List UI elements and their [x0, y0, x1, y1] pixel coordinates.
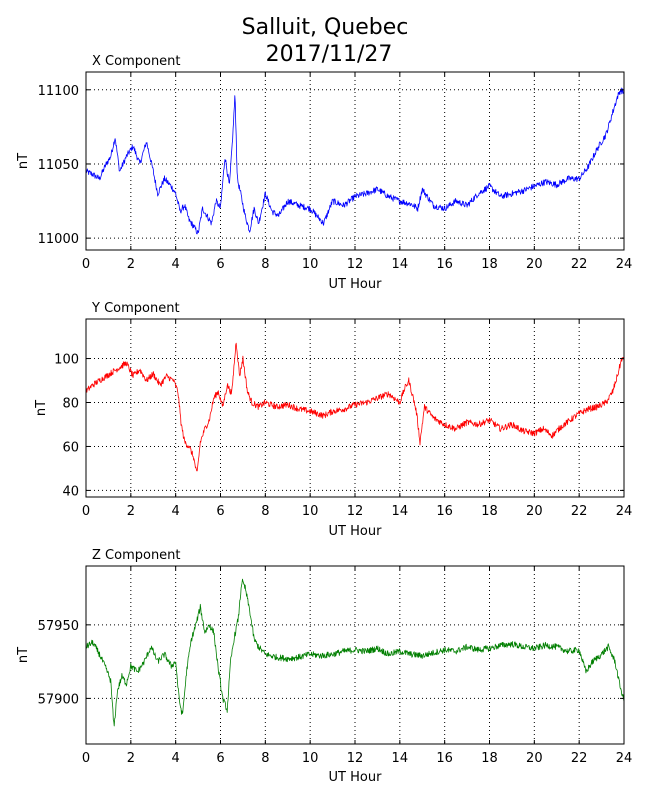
y-tick-label: 100 — [54, 353, 79, 368]
panel-title: Z Component — [92, 548, 181, 563]
x-tick-label: 4 — [172, 751, 180, 766]
figure-title-line1: Salluit, Quebec — [242, 15, 409, 40]
x-tick-label: 6 — [216, 504, 224, 519]
x-tick-label: 4 — [172, 504, 180, 519]
x-tick-label: 2 — [127, 751, 135, 766]
x-tick-label: 18 — [481, 504, 498, 519]
x-tick-label: 16 — [436, 751, 453, 766]
y-axis-label: nT — [16, 153, 31, 169]
y-tick-label: 57950 — [38, 619, 79, 634]
x-tick-label: 12 — [347, 257, 364, 272]
y-tick-label: 40 — [62, 484, 79, 499]
x-tick-label: 18 — [481, 257, 498, 272]
x-tick-label: 12 — [347, 751, 364, 766]
x-tick-label: 20 — [526, 257, 543, 272]
y-tick-label: 60 — [62, 440, 79, 455]
data-series-line — [85, 578, 625, 727]
x-tick-label: 14 — [392, 751, 409, 766]
x-tick-label: 24 — [616, 751, 633, 766]
x-tick-label: 2 — [127, 257, 135, 272]
x-tick-label: 10 — [302, 504, 319, 519]
y-axis-label: nT — [34, 400, 49, 416]
x-tick-label: 0 — [82, 257, 90, 272]
panel-title: Y Component — [91, 301, 180, 316]
panel-title: X Component — [92, 54, 181, 69]
x-tick-label: 8 — [261, 257, 269, 272]
x-tick-label: 22 — [571, 257, 588, 272]
x-axis-label: UT Hour — [329, 524, 383, 539]
y-axis-label: nT — [16, 647, 31, 663]
x-tick-label: 12 — [347, 504, 364, 519]
x-tick-label: 6 — [216, 751, 224, 766]
x-tick-label: 0 — [82, 751, 90, 766]
x-tick-label: 8 — [261, 751, 269, 766]
x-tick-label: 16 — [436, 504, 453, 519]
x-tick-label: 2 — [127, 504, 135, 519]
x-tick-label: 10 — [302, 257, 319, 272]
figure-title-line2: 2017/11/27 — [266, 42, 393, 67]
x-tick-label: 18 — [481, 751, 498, 766]
y-tick-label: 11100 — [38, 84, 79, 99]
x-tick-label: 0 — [82, 504, 90, 519]
x-tick-label: 6 — [216, 257, 224, 272]
y-component-panel: Y Component UT Hour nT 0 2 4 6 8 10 12 14 16 18 20… — [34, 301, 632, 539]
x-tick-label: 14 — [392, 257, 409, 272]
y-tick-label: 57900 — [38, 692, 79, 707]
y-tick-label: 80 — [62, 397, 79, 412]
y-tick-label: 11000 — [38, 232, 79, 247]
x-tick-label: 24 — [616, 257, 633, 272]
x-tick-label: 4 — [172, 257, 180, 272]
x-tick-label: 16 — [436, 257, 453, 272]
y-tick-label: 11050 — [38, 158, 79, 173]
x-tick-label: 24 — [616, 504, 633, 519]
x-tick-label: 14 — [392, 504, 409, 519]
data-series-line — [85, 87, 625, 235]
x-tick-label: 22 — [571, 751, 588, 766]
data-series-line — [85, 342, 625, 472]
x-tick-label: 8 — [261, 504, 269, 519]
x-axis-label: UT Hour — [329, 277, 383, 292]
x-tick-label: 22 — [571, 504, 588, 519]
x-tick-label: 20 — [526, 504, 543, 519]
x-tick-label: 10 — [302, 751, 319, 766]
x-component-panel: X Component UT Hour nT 0 2 4 6 8 10 12 14 16 18 20… — [16, 54, 632, 292]
z-component-panel: Z Component UT Hour nT 0 2 4 6 8 10 12 14 16 18 20… — [16, 548, 632, 785]
x-tick-label: 20 — [526, 751, 543, 766]
x-axis-label: UT Hour — [329, 770, 383, 785]
